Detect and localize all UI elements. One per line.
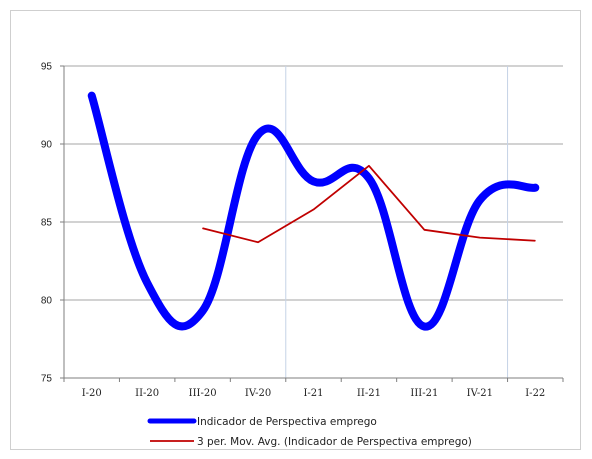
xtick-label: I-21	[303, 388, 323, 399]
point-moving-average-I-22	[534, 240, 536, 242]
chart-frame	[10, 10, 581, 450]
point-moving-average-III-21	[423, 229, 425, 231]
point-indicador-III-21	[423, 326, 425, 328]
ytick-label: 95	[41, 62, 53, 73]
series-layer	[87, 91, 540, 331]
point-indicador-I-22	[534, 187, 536, 189]
legend-label-indicador: Indicador de Perspectiva emprego	[197, 416, 377, 428]
ytick-label: 85	[41, 218, 53, 229]
xtick-label: III-21	[410, 388, 438, 399]
point-indicador-IV-21	[479, 199, 481, 201]
point-moving-average-II-21	[368, 165, 370, 167]
point-indicador-I-20	[91, 95, 93, 97]
ytick-label: 75	[41, 374, 53, 385]
ytick-label: 90	[41, 140, 53, 151]
point-indicador-IV-20	[257, 134, 259, 136]
legend-label-moving-average: 3 per. Mov. Avg. (Indicador de Perspecti…	[197, 436, 472, 448]
point-moving-average-IV-20	[257, 241, 259, 243]
point-indicador-II-21	[368, 177, 370, 179]
point-indicador-III-20	[202, 310, 204, 312]
point-indicador-I-21	[313, 180, 314, 182]
point-moving-average-I-21	[313, 209, 314, 211]
xtick-label: III-20	[189, 388, 217, 399]
gridlines	[64, 65, 563, 378]
xtick-label: IV-20	[245, 388, 271, 399]
legend: Indicador de Perspectiva emprego 3 per. …	[147, 416, 472, 448]
point-moving-average-III-20	[202, 227, 204, 229]
y-tick-labels: 75 80 85 90 95	[41, 62, 53, 385]
xtick-label: I-22	[525, 388, 545, 399]
ytick-label: 80	[41, 296, 53, 307]
xtick-label: II-21	[357, 388, 381, 399]
xtick-label: I-20	[82, 388, 102, 399]
xtick-label: IV-21	[467, 388, 493, 399]
point-moving-average-IV-21	[479, 237, 481, 239]
axes	[60, 65, 564, 382]
point-indicador-II-20	[146, 282, 148, 284]
xtick-label: II-20	[135, 388, 159, 399]
x-tick-labels: I-20 II-20 III-20 IV-20 I-21 II-21 III-21 IV-21…	[82, 388, 546, 399]
series-line-indicador	[87, 91, 540, 331]
